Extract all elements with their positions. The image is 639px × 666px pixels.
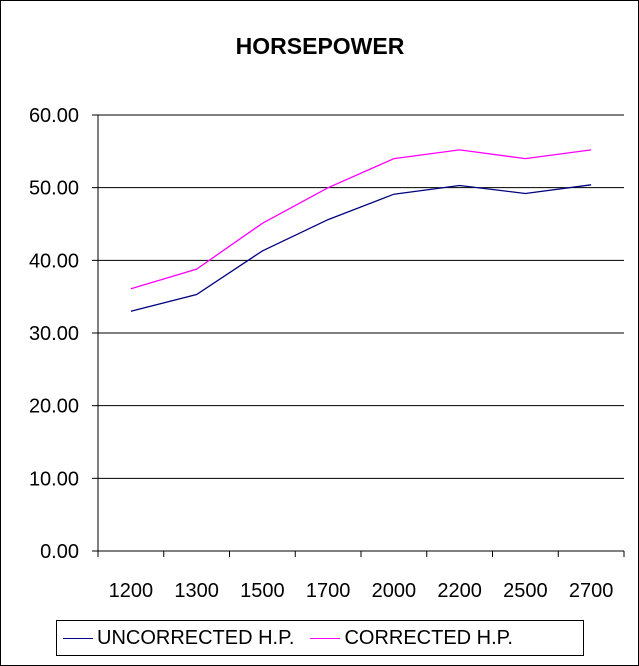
grid-lines xyxy=(98,114,624,479)
x-tick-label: 2500 xyxy=(503,580,548,602)
legend-item-uncorrected: UNCORRECTED H.P. xyxy=(57,621,294,655)
legend-label-corrected: CORRECTED H.P. xyxy=(344,626,513,649)
x-tick-label: 2700 xyxy=(569,580,614,602)
y-tick-labels: 0.00 10.00 20.00 30.00 40.00 50.00 60.00 xyxy=(29,105,79,563)
legend: UNCORRECTED H.P. CORRECTED H.P. xyxy=(56,620,584,656)
x-tick-label: 1700 xyxy=(306,580,351,602)
legend-swatch-uncorrected xyxy=(63,637,93,639)
x-tick-label: 1200 xyxy=(109,580,154,602)
y-tick-label: 10.00 xyxy=(29,468,79,490)
legend-label-uncorrected: UNCORRECTED H.P. xyxy=(97,626,295,649)
axes xyxy=(92,114,625,557)
y-tick-label: 50.00 xyxy=(29,178,79,200)
legend-item-corrected: CORRECTED H.P. xyxy=(304,621,513,655)
y-tick-label: 40.00 xyxy=(29,250,79,272)
y-tick-label: 20.00 xyxy=(29,396,79,418)
series-line-corrected xyxy=(130,149,592,290)
x-tick-label: 2200 xyxy=(437,580,482,602)
x-tick-label: 1500 xyxy=(240,580,285,602)
y-tick-label: 0.00 xyxy=(40,541,79,563)
chart-title: HORSEPOWER xyxy=(236,33,405,59)
x-tick-labels: 1200 1300 1500 1700 2000 2200 2500 2700 xyxy=(109,580,614,602)
x-tick-label: 2000 xyxy=(372,580,417,602)
series-lines xyxy=(130,149,592,312)
y-tick-label: 60.00 xyxy=(29,105,79,127)
y-tick-label: 30.00 xyxy=(29,323,79,345)
legend-swatch-corrected xyxy=(310,637,341,639)
x-tick-label: 1300 xyxy=(174,580,219,602)
series-line-uncorrected xyxy=(130,184,592,312)
